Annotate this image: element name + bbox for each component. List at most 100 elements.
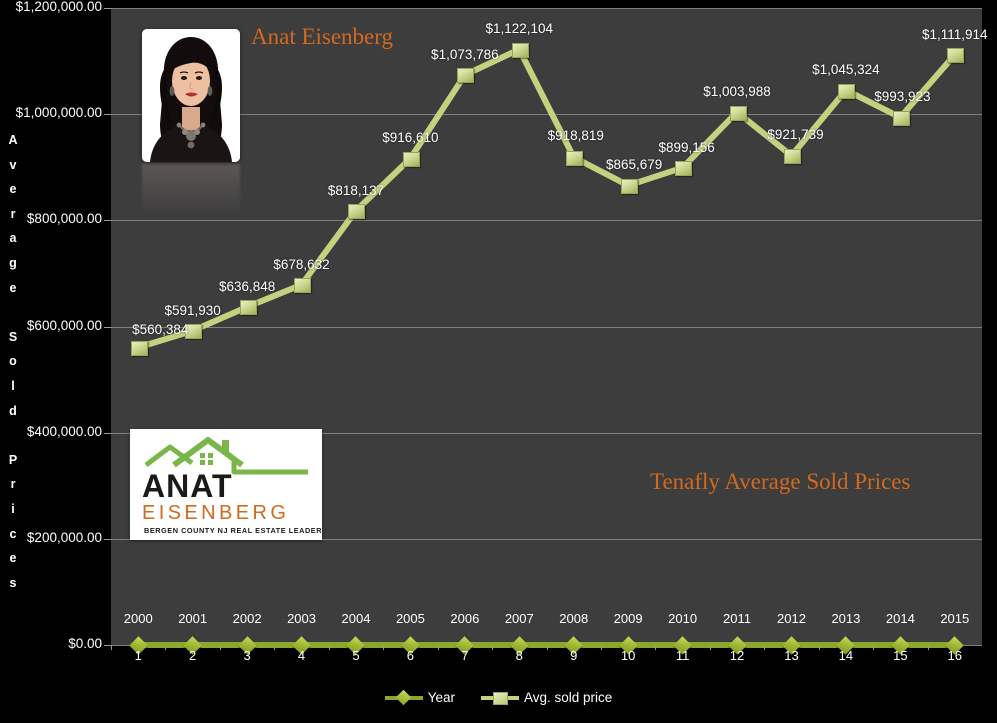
data-point-label: $918,819 xyxy=(547,128,604,144)
data-point-label: $916,610 xyxy=(382,130,439,146)
y-axis-tick-mark xyxy=(104,220,111,222)
data-point-avg-sold-price[interactable] xyxy=(947,48,965,64)
data-point-avg-sold-price[interactable] xyxy=(729,105,747,121)
data-point-avg-sold-price[interactable] xyxy=(620,178,638,194)
y-axis-title-letter: e xyxy=(9,280,17,295)
gridline xyxy=(111,432,982,434)
x-axis-index-label: 10 xyxy=(620,648,636,663)
x-axis-tick-mark xyxy=(818,645,820,650)
y-axis-tick-label: $0.00 xyxy=(68,636,102,651)
y-axis-tick-label: $1,200,000.00 xyxy=(15,0,102,14)
data-point-avg-sold-price[interactable] xyxy=(675,161,693,177)
gridline xyxy=(111,538,982,540)
gridline xyxy=(111,114,982,116)
data-point-label: $1,003,988 xyxy=(703,84,771,100)
x-axis-year-label: 2015 xyxy=(940,611,970,626)
portrait-reflection xyxy=(142,163,240,215)
y-axis-title-letter: e xyxy=(9,551,17,566)
data-point-avg-sold-price[interactable] xyxy=(294,278,312,294)
data-point-avg-sold-price[interactable] xyxy=(511,42,529,58)
svg-text:BERGEN COUNTY NJ REAL ESTATE L: BERGEN COUNTY NJ REAL ESTATE LEADER xyxy=(144,526,322,535)
data-point-label: $591,930 xyxy=(164,302,221,318)
gridline xyxy=(111,220,982,222)
legend-label-year: Year xyxy=(427,690,455,705)
data-point-avg-sold-price[interactable] xyxy=(783,149,801,165)
y-axis-tick-label: $800,000.00 xyxy=(26,211,102,227)
legend-label-avg-sold-price: Avg. sold price xyxy=(523,690,613,705)
x-axis-tick-mark xyxy=(328,645,330,650)
y-axis-title-letter: e xyxy=(9,182,17,197)
y-axis-title-letter: o xyxy=(9,354,17,369)
brand-logo: ANAT EISENBERG BERGEN COUNTY NJ REAL EST… xyxy=(130,429,322,540)
x-axis-tick-mark xyxy=(709,645,711,650)
y-axis-title-letter: d xyxy=(9,403,17,418)
x-axis-tick-mark xyxy=(274,645,276,650)
data-point-label: $678,632 xyxy=(273,256,330,272)
data-point-label: $1,073,786 xyxy=(431,46,499,62)
data-point-avg-sold-price[interactable] xyxy=(185,324,203,340)
data-point-avg-sold-price[interactable] xyxy=(130,341,148,357)
x-axis-year-label: 2012 xyxy=(777,611,806,626)
x-axis-year-label: 2002 xyxy=(232,611,262,626)
data-point-label: $636,848 xyxy=(218,278,276,294)
y-axis-title-letter: s xyxy=(9,575,17,590)
data-point-label: $899,156 xyxy=(658,139,715,155)
y-axis-title-letter: l xyxy=(11,378,15,393)
data-point-avg-sold-price[interactable] xyxy=(838,83,856,99)
x-axis-tick-mark xyxy=(111,645,112,650)
y-axis-title-letter: A xyxy=(8,133,18,147)
x-axis-tick-mark xyxy=(437,645,439,650)
legend-item-year[interactable]: Year xyxy=(384,689,455,705)
data-point-avg-sold-price[interactable] xyxy=(566,150,584,166)
data-point-label: $993,923 xyxy=(874,89,931,105)
y-axis-tick-mark xyxy=(104,645,111,646)
x-axis-index-label: 15 xyxy=(893,648,908,663)
headline-title: Anat Eisenberg xyxy=(251,24,394,49)
gridline xyxy=(111,8,982,9)
y-axis-tick-label: $400,000.00 xyxy=(26,423,102,439)
x-axis-year-label: 2008 xyxy=(559,611,589,626)
data-point-label: $1,111,914 xyxy=(922,26,988,42)
x-axis-index-label: 7 xyxy=(461,648,469,663)
x-axis-tick-mark xyxy=(764,645,766,650)
x-axis-index-label: 3 xyxy=(243,648,251,663)
portrait-photo xyxy=(142,29,240,162)
x-axis-year-label: 2005 xyxy=(395,611,425,626)
data-point-label: $560,384 xyxy=(132,321,189,337)
chart-legend: Year Avg. sold price xyxy=(0,689,997,705)
data-point-label: $818,137 xyxy=(327,182,385,198)
data-point-avg-sold-price[interactable] xyxy=(457,68,475,84)
x-axis-tick-mark xyxy=(600,645,602,650)
x-axis-index-label: 9 xyxy=(570,648,578,663)
x-axis-tick-mark xyxy=(873,645,875,650)
y-axis-tick-mark xyxy=(104,538,111,540)
y-axis-tick-mark xyxy=(104,114,111,116)
x-axis-index-label: 6 xyxy=(406,648,415,663)
x-axis-index-label: 11 xyxy=(675,648,690,663)
chart-subtitle: Tenafly Average Sold Prices xyxy=(650,469,911,494)
legend-swatch-price xyxy=(480,691,519,705)
x-axis-tick-mark xyxy=(383,645,385,650)
y-axis-title-letter: r xyxy=(10,206,16,221)
legend-item-avg-sold-price[interactable]: Avg. sold price xyxy=(480,690,613,705)
x-axis-year-label: 2009 xyxy=(613,611,643,626)
data-point-avg-sold-price[interactable] xyxy=(402,151,420,167)
x-axis-year-label: 2007 xyxy=(504,611,534,626)
data-point-avg-sold-price[interactable] xyxy=(348,204,366,220)
y-axis-title-letter: g xyxy=(9,255,17,270)
svg-text:EISENBERG: EISENBERG xyxy=(142,502,289,524)
y-axis-title-letter: P xyxy=(8,452,18,467)
data-point-avg-sold-price[interactable] xyxy=(892,110,910,126)
x-axis-year-label: 2000 xyxy=(123,611,153,626)
y-axis-title-letter: S xyxy=(8,329,18,344)
x-axis-year-label: 2001 xyxy=(178,611,208,626)
y-axis-tick-label: $600,000.00 xyxy=(26,317,102,333)
data-point-avg-sold-price[interactable] xyxy=(239,300,257,316)
x-axis-index-label: 13 xyxy=(784,648,799,663)
x-axis-index-label: 5 xyxy=(352,648,360,663)
plot-area: $560,384 $591,930 $636,848 $678,632 $818,137… xyxy=(111,8,988,655)
svg-text:ANAT: ANAT xyxy=(142,468,233,504)
y-axis-title-letter: r xyxy=(10,477,16,492)
